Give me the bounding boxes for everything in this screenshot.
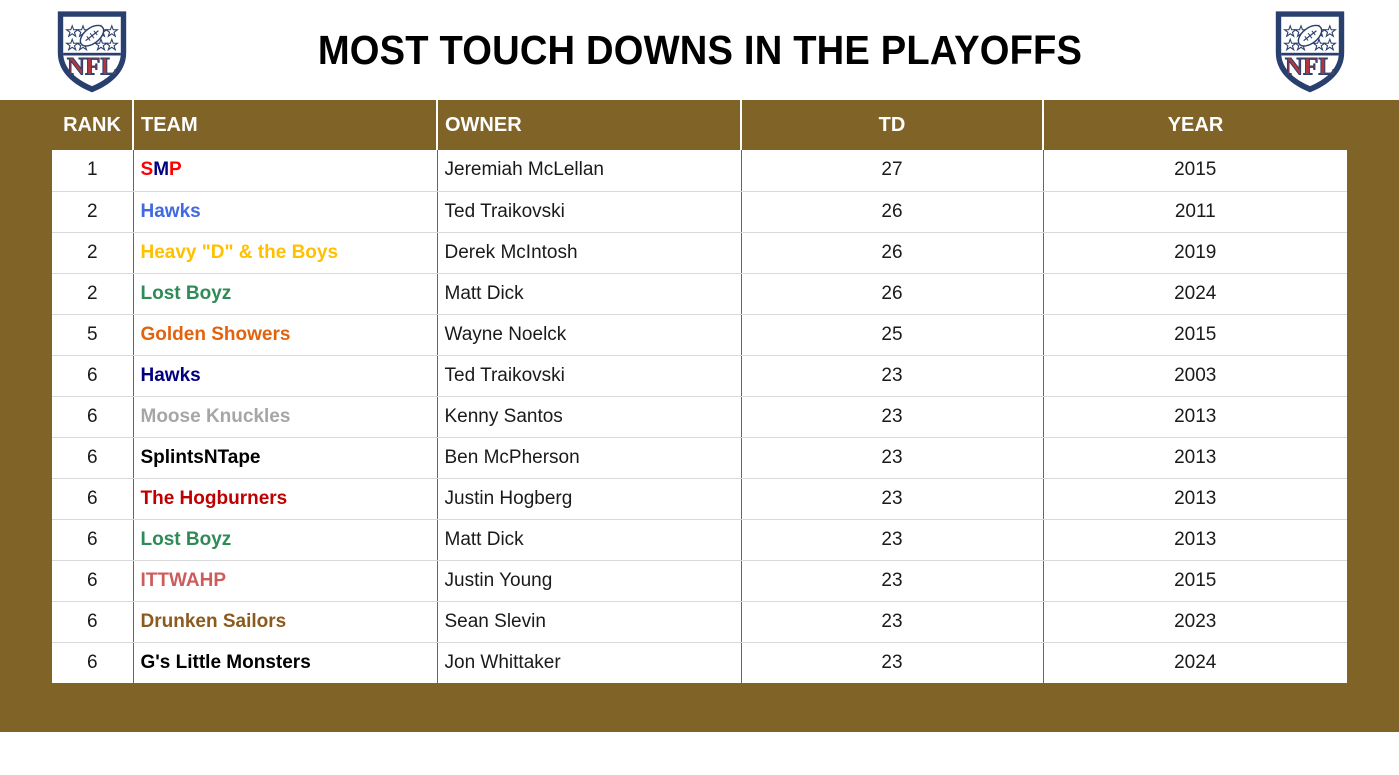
cell-year: 2023 [1043, 601, 1347, 643]
cell-team: Hawks [133, 355, 438, 397]
cell-team: ITTWAHP [133, 560, 438, 602]
cell-team: Lost Boyz [133, 273, 438, 315]
cell-td: 23 [741, 437, 1044, 479]
cell-rank: 1 [52, 150, 134, 192]
cell-owner: Sean Slevin [437, 601, 742, 643]
cell-owner: Matt Dick [437, 519, 742, 561]
cell-team: Lost Boyz [133, 519, 438, 561]
column-header-rank[interactable]: RANK [52, 100, 134, 150]
table-row[interactable]: 2 Heavy "D" & the Boys Derek McIntosh 26 201… [52, 232, 1347, 274]
cell-td: 26 [741, 232, 1044, 274]
cell-td: 26 [741, 191, 1044, 233]
nfl-shield-logo-right: NFL [1275, 11, 1345, 93]
leaderboard-table: RANK TEAM OWNER TD YEAR 1 SMP Jeremiah McL… [52, 100, 1347, 683]
cell-td: 23 [741, 601, 1044, 643]
table-row[interactable]: 6 Moose Knuckles Kenny Santos 23 2013 [52, 396, 1347, 438]
column-header-year[interactable]: YEAR [1043, 100, 1347, 150]
cell-owner: Ben McPherson [437, 437, 742, 479]
nfl-shield-logo-left: NFL [57, 11, 127, 93]
cell-year: 2011 [1043, 191, 1347, 233]
cell-team: Drunken Sailors [133, 601, 438, 643]
svg-text:NFL: NFL [67, 53, 117, 80]
column-header-team[interactable]: TEAM [133, 100, 438, 150]
cell-year: 2013 [1043, 396, 1347, 438]
cell-td: 23 [741, 396, 1044, 438]
cell-year: 2013 [1043, 437, 1347, 479]
cell-rank: 2 [52, 232, 134, 274]
cell-owner: Jeremiah McLellan [437, 150, 742, 192]
cell-rank: 6 [52, 519, 134, 561]
cell-year: 2015 [1043, 150, 1347, 192]
cell-owner: Justin Hogberg [437, 478, 742, 520]
cell-year: 2013 [1043, 519, 1347, 561]
cell-rank: 2 [52, 191, 134, 233]
cell-rank: 6 [52, 396, 134, 438]
leaderboard-table-wrap: RANK TEAM OWNER TD YEAR 1 SMP Jeremiah McL… [52, 100, 1347, 683]
cell-team: SplintsNTape [133, 437, 438, 479]
cell-year: 2015 [1043, 560, 1347, 602]
cell-year: 2024 [1043, 642, 1347, 683]
cell-team: Moose Knuckles [133, 396, 438, 438]
cell-td: 27 [741, 150, 1044, 192]
cell-owner: Matt Dick [437, 273, 742, 315]
table-row[interactable]: 5 Golden Showers Wayne Noelck 25 2015 [52, 314, 1347, 356]
cell-year: 2024 [1043, 273, 1347, 315]
cell-team: Hawks [133, 191, 438, 233]
cell-owner: Kenny Santos [437, 396, 742, 438]
cell-team: The Hogburners [133, 478, 438, 520]
table-header-row: RANK TEAM OWNER TD YEAR [52, 100, 1347, 150]
cell-year: 2019 [1043, 232, 1347, 274]
cell-rank: 6 [52, 355, 134, 397]
cell-team: Heavy "D" & the Boys [133, 232, 438, 274]
table-row[interactable]: 2 Lost Boyz Matt Dick 26 2024 [52, 273, 1347, 315]
cell-rank: 6 [52, 478, 134, 520]
page-header: NFL MOST TOUCH DOWNS IN THE PLAYOFFS [0, 0, 1399, 100]
column-header-td[interactable]: TD [741, 100, 1044, 150]
table-row[interactable]: 6 ITTWAHP Justin Young 23 2015 [52, 560, 1347, 602]
cell-owner: Derek McIntosh [437, 232, 742, 274]
table-row[interactable]: 6 Hawks Ted Traikovski 23 2003 [52, 355, 1347, 397]
cell-rank: 6 [52, 437, 134, 479]
table-row[interactable]: 6 SplintsNTape Ben McPherson 23 2013 [52, 437, 1347, 479]
table-row[interactable]: 6 The Hogburners Justin Hogberg 23 2013 [52, 478, 1347, 520]
cell-team: SMP [133, 150, 438, 192]
cell-td: 26 [741, 273, 1044, 315]
cell-year: 2015 [1043, 314, 1347, 356]
cell-rank: 6 [52, 642, 134, 683]
cell-rank: 6 [52, 560, 134, 602]
table-row[interactable]: 6 G's Little Monsters Jon Whittaker 23 2024 [52, 642, 1347, 683]
cell-td: 23 [741, 560, 1044, 602]
cell-rank: 5 [52, 314, 134, 356]
table-head: RANK TEAM OWNER TD YEAR [52, 100, 1347, 150]
cell-td: 23 [741, 519, 1044, 561]
cell-owner: Jon Whittaker [437, 642, 742, 683]
cell-owner: Justin Young [437, 560, 742, 602]
cell-year: 2003 [1043, 355, 1347, 397]
bottom-white-strip [0, 732, 1399, 775]
cell-team: Golden Showers [133, 314, 438, 356]
cell-rank: 6 [52, 601, 134, 643]
cell-owner: Ted Traikovski [437, 191, 742, 233]
cell-owner: Ted Traikovski [437, 355, 742, 397]
cell-rank: 2 [52, 273, 134, 315]
cell-year: 2013 [1043, 478, 1347, 520]
table-row[interactable]: 6 Lost Boyz Matt Dick 23 2013 [52, 519, 1347, 561]
cell-td: 23 [741, 642, 1044, 683]
table-body: 1 SMP Jeremiah McLellan 27 2015 2 Hawks Ted Tra… [52, 150, 1347, 683]
cell-team: G's Little Monsters [133, 642, 438, 683]
cell-td: 23 [741, 478, 1044, 520]
svg-text:NFL: NFL [1285, 53, 1335, 80]
table-row[interactable]: 2 Hawks Ted Traikovski 26 2011 [52, 191, 1347, 233]
page-title: MOST TOUCH DOWNS IN THE PLAYOFFS [317, 26, 1083, 73]
table-row[interactable]: 6 Drunken Sailors Sean Slevin 23 2023 [52, 601, 1347, 643]
table-row[interactable]: 1 SMP Jeremiah McLellan 27 2015 [52, 150, 1347, 192]
column-header-owner[interactable]: OWNER [437, 100, 742, 150]
cell-owner: Wayne Noelck [437, 314, 742, 356]
cell-td: 25 [741, 314, 1044, 356]
cell-td: 23 [741, 355, 1044, 397]
